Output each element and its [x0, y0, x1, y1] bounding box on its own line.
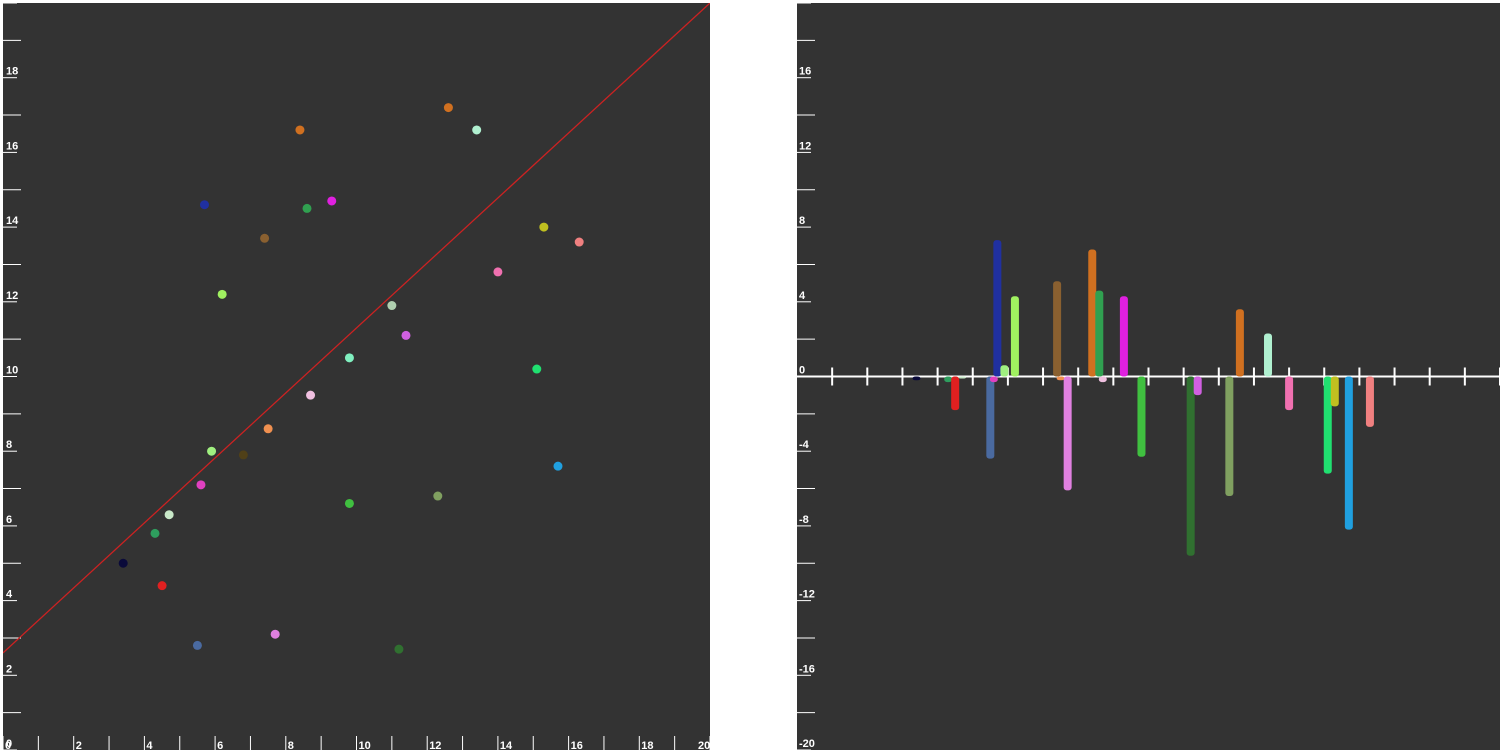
residual-bar [1330, 376, 1339, 407]
y-tick-label: 6 [6, 514, 12, 526]
scatter-plot-area: 0246810121416182002468101214161820 [3, 3, 710, 750]
data-point [157, 581, 167, 591]
residual-bar [1063, 376, 1072, 491]
data-point [394, 644, 404, 654]
x-tick-label: 6 [217, 740, 223, 750]
residual-bar [1186, 376, 1195, 556]
y-tick-label: -16 [799, 663, 815, 675]
y-tick-label: 12 [799, 140, 811, 152]
residual-bar [993, 240, 1002, 377]
data-point [270, 629, 280, 639]
y-tick-label: -8 [799, 514, 809, 526]
x-tick-label: 8 [288, 740, 294, 750]
residual-bar [1010, 296, 1019, 377]
residual-bar [1119, 296, 1128, 377]
data-point [164, 510, 174, 520]
data-point [295, 125, 305, 135]
x-tick-label: 16 [571, 740, 583, 750]
residual-bar [1137, 376, 1146, 457]
residual-bar [1235, 309, 1244, 377]
scatter-chart: 0246810121416182002468101214161820 [3, 3, 710, 750]
data-point [443, 103, 453, 113]
y-tick-label: 0 [799, 365, 805, 377]
y-tick-label: 16 [799, 66, 811, 78]
x-tick-label: 20 [698, 740, 710, 750]
data-point [238, 450, 248, 460]
data-point [199, 200, 209, 210]
data-point [344, 498, 354, 508]
y-tick-label: 8 [6, 439, 12, 451]
residual-bar [1285, 376, 1294, 411]
data-point [207, 446, 217, 456]
x-tick-label: 10 [359, 740, 371, 750]
residual-bar [1088, 249, 1097, 377]
data-point [263, 424, 273, 434]
x-tick-label: 4 [146, 740, 153, 750]
y-tick-label: 10 [6, 365, 18, 377]
residual-bar [958, 376, 967, 379]
data-point [532, 364, 542, 374]
residual-bar [1323, 376, 1332, 474]
data-point [493, 267, 503, 277]
y-tick-label: 14 [6, 215, 19, 227]
data-point [192, 640, 202, 650]
data-point [150, 528, 160, 538]
y-tick-label: -20 [799, 738, 815, 750]
x-tick-label: 2 [76, 740, 82, 750]
data-point [118, 558, 128, 568]
y-tick-label: 16 [6, 140, 18, 152]
residual-bar [1344, 376, 1353, 530]
data-point [327, 196, 337, 206]
data-point [539, 222, 549, 232]
data-point [433, 491, 443, 501]
data-point [260, 233, 270, 243]
residual-bar [951, 376, 960, 411]
data-point [553, 461, 563, 471]
residual-bar [1264, 333, 1273, 377]
data-point [196, 480, 206, 490]
data-point [401, 330, 411, 340]
y-tick-label: 18 [6, 66, 18, 78]
x-tick-label: 0 [5, 740, 11, 750]
y-tick-label: 8 [799, 215, 805, 227]
regression-line [3, 3, 710, 654]
residual-bar [989, 376, 998, 383]
y-tick-label: -12 [799, 589, 815, 601]
residual-bar [912, 376, 921, 381]
y-tick-label: 0 [6, 738, 12, 750]
residual-bar [1098, 376, 1107, 383]
data-point [387, 301, 397, 311]
residual-bar [1365, 376, 1374, 427]
y-tick-label: -4 [799, 439, 810, 451]
residual-bar [1000, 365, 1009, 377]
residual-bar [1053, 281, 1062, 377]
y-tick-label: 4 [799, 290, 806, 302]
y-tick-label: 12 [6, 290, 18, 302]
x-tick-label: 18 [641, 740, 653, 750]
y-tick-label: 4 [6, 589, 13, 601]
residual-bar [1225, 376, 1234, 497]
x-tick-label: 14 [500, 740, 513, 750]
residual-bar [1056, 376, 1065, 381]
residual-bar [1095, 290, 1104, 377]
data-point [472, 125, 482, 135]
x-tick-label: 12 [429, 740, 441, 750]
data-point [574, 237, 584, 247]
residual-bar [1193, 376, 1202, 396]
y-tick-label: 2 [6, 663, 12, 675]
data-point [344, 353, 354, 363]
data-point [217, 289, 227, 299]
data-point [306, 390, 316, 400]
data-point [302, 203, 312, 213]
residual-bar [944, 376, 953, 383]
residual-bar [986, 376, 995, 459]
